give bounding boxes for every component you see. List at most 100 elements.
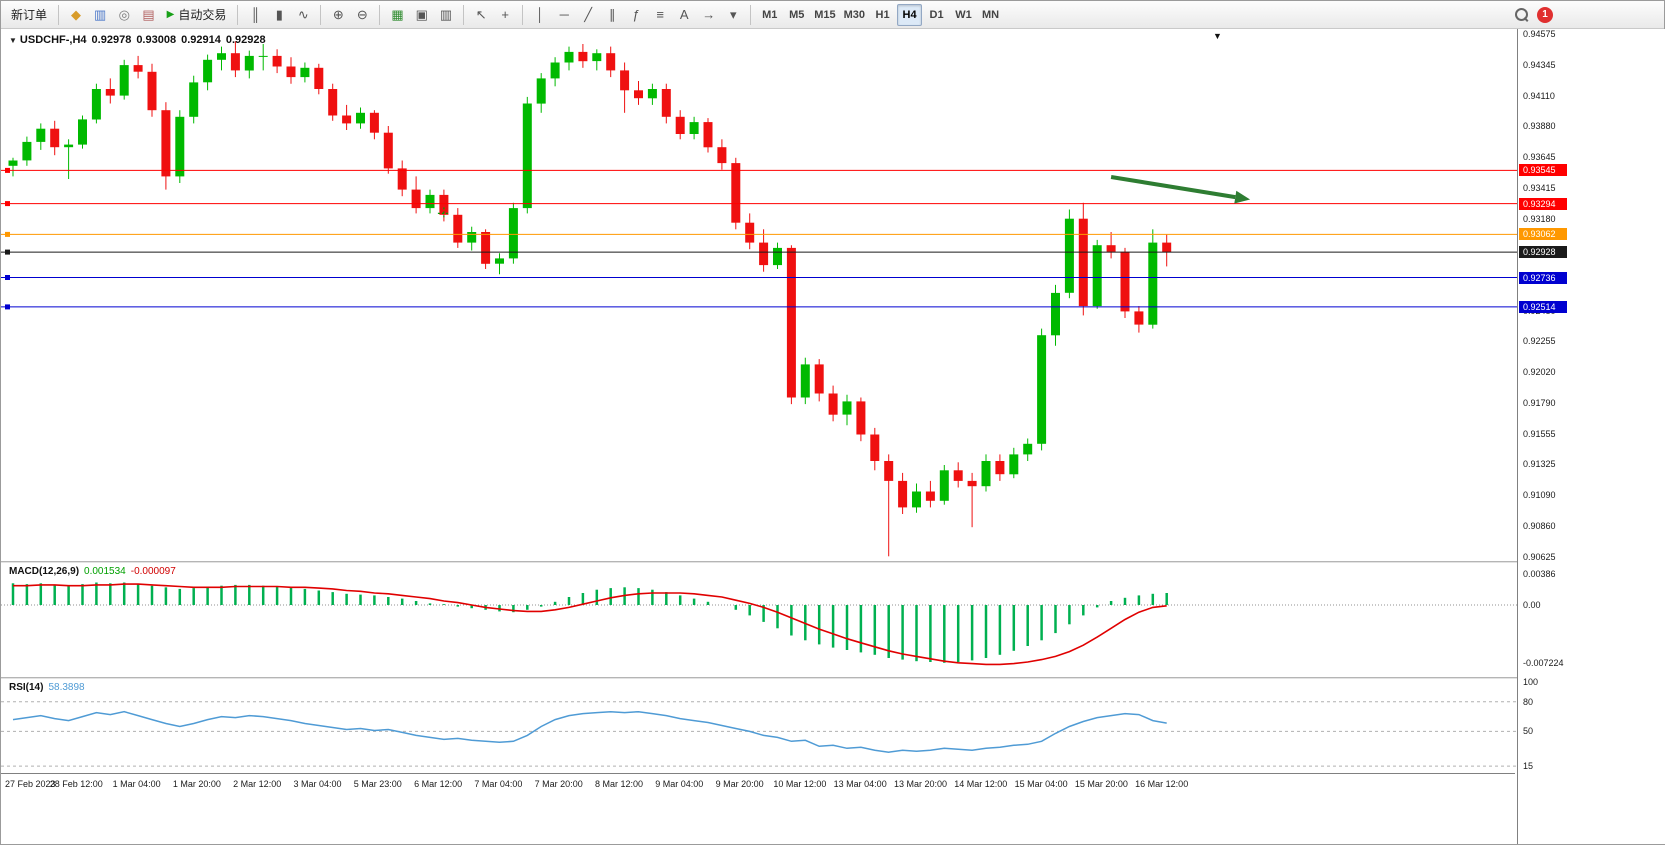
rsi-panel[interactable] bbox=[1, 679, 1517, 773]
price-axis-label: 0.92255 bbox=[1523, 336, 1556, 347]
zoom-out-button[interactable]: ⊖ bbox=[351, 4, 373, 26]
rsi-axis-label: 100 bbox=[1523, 677, 1539, 687]
cascade-windows-button[interactable]: ▣ bbox=[411, 4, 433, 26]
timeframe-m30-button[interactable]: M30 bbox=[841, 4, 868, 26]
candlestick-chart-button[interactable]: ▮ bbox=[268, 4, 290, 26]
rsi-line bbox=[12, 710, 1167, 753]
time-axis-label: 1 Mar 20:00 bbox=[172, 779, 221, 789]
level-line-handle[interactable] bbox=[5, 201, 10, 207]
macd-histogram bbox=[11, 582, 1168, 663]
time-axis-label: 15 Mar 04:00 bbox=[1014, 779, 1068, 789]
symbol-dropdown-icon[interactable]: ▼ bbox=[9, 36, 17, 45]
cursor-button[interactable]: ↖ bbox=[470, 4, 492, 26]
history-center-icon: ◆ bbox=[71, 7, 82, 22]
chart-shift-marker[interactable]: ▼ bbox=[1213, 31, 1222, 41]
price-axis-label: 0.91555 bbox=[1523, 428, 1556, 439]
draw-dropdown-button[interactable]: ▾ bbox=[722, 4, 744, 26]
new-order-button[interactable]: 新订单 bbox=[6, 4, 52, 26]
timeframe-w1-button[interactable]: W1 bbox=[951, 4, 976, 26]
crosshair-icon: + bbox=[501, 7, 510, 22]
price-axis[interactable]: 0.94575 0.94345 0.94110 0.93880 0.93645 0.934… bbox=[1517, 29, 1665, 844]
toolbar-separator bbox=[750, 4, 752, 25]
price-axis-label: 0.93645 bbox=[1523, 152, 1556, 163]
timeframe-m15-button[interactable]: M15 bbox=[811, 4, 838, 26]
terminal-button[interactable]: ▤ bbox=[137, 4, 159, 26]
toolbar-separator bbox=[237, 4, 239, 25]
andrews-pitchfork-button[interactable]: ≡ bbox=[649, 4, 671, 26]
navigator-button[interactable]: ◎ bbox=[113, 4, 135, 26]
ohlc-close: 0.92928 bbox=[225, 34, 266, 46]
timeframe-m1-button[interactable]: M1 bbox=[757, 4, 782, 26]
level-line-handle[interactable] bbox=[5, 249, 10, 255]
time-axis-label: 8 Mar 12:00 bbox=[594, 779, 644, 789]
zoom-out-icon: ⊖ bbox=[356, 7, 368, 22]
text-tool-icon: A bbox=[679, 7, 689, 22]
fibonacci-button[interactable]: ƒ bbox=[625, 4, 647, 26]
candlestick-chart-icon: ▮ bbox=[275, 7, 283, 22]
zoom-in-button[interactable]: ⊕ bbox=[327, 4, 349, 26]
timeframe-h1-button[interactable]: H1 bbox=[870, 4, 895, 26]
timeframe-d1-button[interactable]: D1 bbox=[924, 4, 949, 26]
panel-separator[interactable] bbox=[1, 677, 1664, 679]
auto-trading-button[interactable]: ▶ 自动交易 bbox=[162, 4, 232, 26]
line-chart-button[interactable]: ∿ bbox=[292, 4, 314, 26]
level-line-handle[interactable] bbox=[5, 304, 10, 310]
auto-arrange-button[interactable]: ▦ bbox=[386, 4, 408, 26]
macd-panel[interactable] bbox=[1, 563, 1517, 677]
price-level-badge-0.93062: 0.93062 bbox=[1519, 228, 1567, 241]
rsi-axis-label: 15 bbox=[1523, 761, 1534, 772]
cursor-icon: ↖ bbox=[475, 7, 487, 22]
time-axis-label: 9 Mar 20:00 bbox=[715, 779, 764, 789]
time-axis-label: 3 Mar 04:00 bbox=[293, 779, 342, 789]
price-level-badge-0.93294: 0.93294 bbox=[1519, 197, 1567, 210]
play-icon: ▶ bbox=[166, 9, 175, 20]
trendline-icon: ╱ bbox=[584, 7, 593, 22]
notification-badge[interactable]: 1 bbox=[1537, 6, 1553, 23]
macd-main-value: 0.001534 bbox=[84, 566, 126, 577]
level-line-handle[interactable] bbox=[5, 167, 10, 173]
time-axis-label: 28 Feb 12:00 bbox=[49, 779, 103, 789]
crosshair-button[interactable]: + bbox=[494, 4, 516, 26]
text-tool-button[interactable]: A bbox=[673, 4, 695, 26]
navigator-icon: ◎ bbox=[118, 7, 130, 22]
trendline-button[interactable]: ╱ bbox=[577, 4, 599, 26]
trend-arrow[interactable] bbox=[1110, 175, 1236, 200]
rsi-name: RSI(14) bbox=[9, 682, 44, 693]
rsi-axis-label: 50 bbox=[1523, 726, 1534, 737]
macd-axis-label: 0.00386 bbox=[1523, 569, 1556, 579]
price-axis-label: 0.94345 bbox=[1523, 59, 1556, 70]
time-axis[interactable]: 27 Feb 2023 28 Feb 12:00 1 Mar 04:00 1 Mar … bbox=[1, 773, 1515, 798]
vertical-line-button[interactable]: │ bbox=[529, 4, 551, 26]
tile-windows-icon: ▥ bbox=[439, 7, 453, 22]
equidistant-channel-button[interactable]: ∥ bbox=[601, 4, 623, 26]
macd-signal-line bbox=[13, 583, 1167, 666]
horizontal-line-button[interactable]: ─ bbox=[553, 4, 575, 26]
price-chart-svg bbox=[1, 41, 1517, 557]
market-watch-button[interactable]: ▥ bbox=[89, 4, 111, 26]
time-axis-label: 7 Mar 04:00 bbox=[474, 779, 523, 789]
timeframe-mn-button[interactable]: MN bbox=[978, 4, 1003, 26]
candles-layer bbox=[8, 41, 1172, 557]
panel-separator[interactable] bbox=[1, 561, 1664, 563]
price-level-badge-0.92514: 0.92514 bbox=[1519, 300, 1567, 313]
horizontal-line-icon: ─ bbox=[559, 7, 569, 22]
search-button[interactable] bbox=[1510, 4, 1533, 26]
arrows-tool-button[interactable]: → bbox=[697, 4, 720, 26]
rsi-indicator-label: RSI(14) 58.3898 bbox=[9, 682, 85, 693]
main-chart-panel[interactable] bbox=[1, 29, 1517, 561]
level-line-handle[interactable] bbox=[5, 231, 10, 237]
timeframe-m5-button[interactable]: M5 bbox=[784, 4, 809, 26]
time-axis-label: 15 Mar 20:00 bbox=[1074, 779, 1128, 789]
time-axis-label: 14 Mar 12:00 bbox=[954, 779, 1008, 789]
andrews-pitchfork-icon: ≡ bbox=[656, 7, 665, 22]
bar-chart-button[interactable]: ║ bbox=[244, 4, 266, 26]
history-center-button[interactable]: ◆ bbox=[65, 4, 87, 26]
time-axis-label: 5 Mar 23:00 bbox=[353, 779, 402, 789]
price-axis-label: 0.90860 bbox=[1523, 520, 1556, 531]
rsi-svg bbox=[1, 701, 1517, 767]
timeframe-h4-button[interactable]: H4 bbox=[897, 3, 923, 26]
tile-windows-button[interactable]: ▥ bbox=[435, 4, 457, 26]
level-line-handle[interactable] bbox=[5, 275, 10, 280]
toolbar: 新订单 ◆ ▥ ◎ ▤ ▶ 自动交易 ║ ▮ ∿ ⊕ ⊖ ▦ ▣ ▥ ↖ + │ ─ ╱ ∥ ƒ ≡ A → ▾ M1 M5 M15 M3… bbox=[1, 1, 1664, 29]
